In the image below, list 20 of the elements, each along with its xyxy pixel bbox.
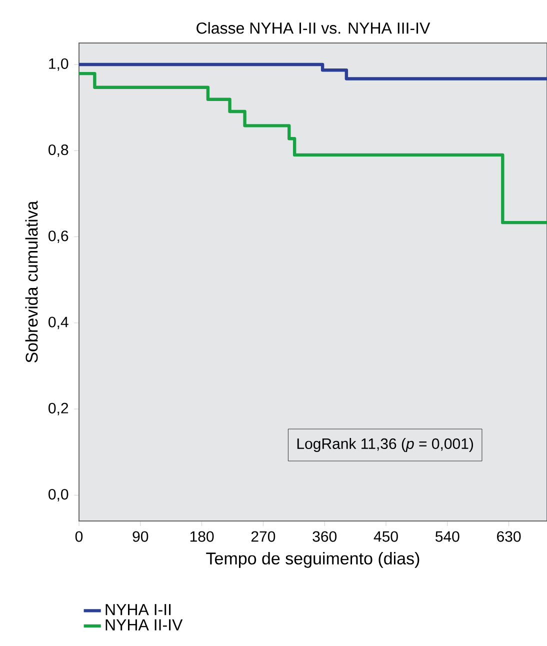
- chart-title: Classe NYHA I-II vs. NYHA III-IV: [196, 22, 430, 34]
- y-tick-label: 0,8: [48, 144, 68, 157]
- x-tick-label: 270: [251, 531, 276, 542]
- x-tick-label: 360: [312, 531, 337, 542]
- x-tick-label: 180: [190, 531, 214, 542]
- x-tick-label: 540: [435, 531, 460, 542]
- x-axis-title: Tempo de seguimento (dias): [206, 552, 420, 568]
- y-tick-label: 0,0: [48, 488, 68, 502]
- x-tick-label: 630: [497, 531, 521, 542]
- y-tick-label: 0,2: [48, 402, 68, 416]
- y-tick-label: 0,4: [48, 316, 68, 330]
- legend-label: NYHA II-IV: [106, 619, 183, 630]
- annotation: LogRank 11,36 (p = 0,001): [297, 438, 474, 452]
- x-tick-label: 450: [374, 531, 398, 542]
- y-tick-label: 0,6: [48, 230, 68, 243]
- legend-label: NYHA I-II: [106, 604, 171, 616]
- y-axis-title: Sobrevida cumulativa: [25, 200, 38, 362]
- x-tick-label: 0: [75, 531, 83, 542]
- x-tick-label: 90: [132, 531, 148, 542]
- y-tick-label: 1,0: [49, 58, 68, 71]
